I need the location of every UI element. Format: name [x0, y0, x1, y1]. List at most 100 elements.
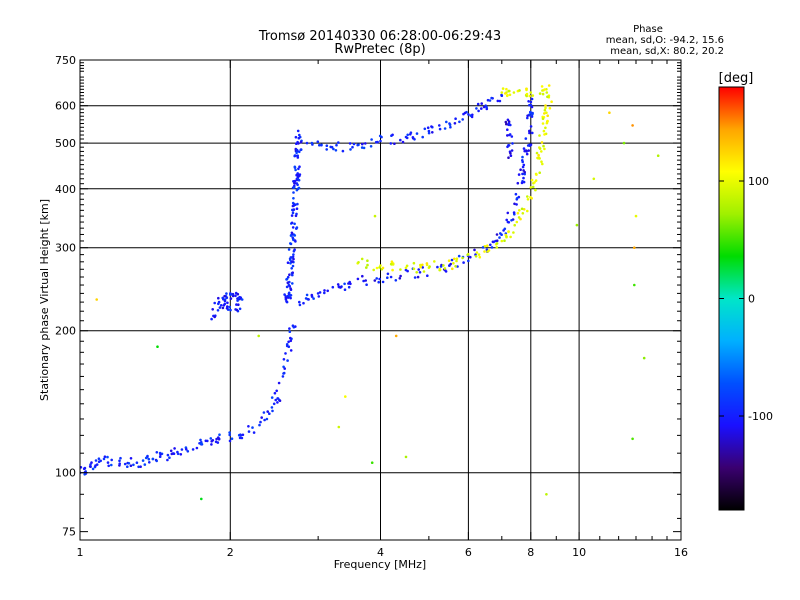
trace-point: [451, 267, 454, 271]
trace-point: [365, 283, 368, 287]
trace-point: [241, 433, 245, 437]
trace-point: [517, 173, 521, 176]
trace-point: [526, 195, 529, 198]
trace-point: [292, 191, 295, 194]
trace-point: [533, 181, 536, 184]
trace-point: [294, 168, 297, 172]
trace-point: [381, 280, 385, 284]
trace-point: [508, 93, 512, 97]
trace-point: [129, 457, 133, 460]
trace-point: [293, 239, 297, 242]
trace-point: [522, 208, 526, 211]
trace-point: [336, 283, 340, 286]
trace-point: [297, 186, 301, 190]
trace-point: [213, 315, 216, 319]
trace-point: [229, 297, 233, 300]
data-points: [80, 84, 660, 501]
trace-point: [521, 160, 524, 164]
trace-point: [505, 122, 508, 126]
trace-point: [230, 437, 234, 441]
trace-point: [401, 140, 405, 144]
trace-point: [530, 115, 534, 118]
trace-point: [526, 144, 530, 147]
trace-point: [296, 202, 299, 206]
trace-point: [151, 457, 155, 461]
trace-point: [110, 458, 113, 462]
trace-point: [291, 271, 295, 275]
trace-point: [296, 129, 300, 133]
trace-point: [372, 268, 376, 272]
trace-point: [486, 98, 490, 102]
trace-point: [277, 381, 281, 385]
trace-point: [531, 112, 534, 116]
trace-point: [288, 273, 291, 277]
trace-point: [526, 198, 530, 201]
trace-point: [297, 142, 300, 145]
trace-point: [284, 352, 287, 355]
trace-point: [436, 265, 439, 269]
trace-point: [519, 168, 522, 171]
trace-point: [500, 239, 504, 243]
trace-point: [102, 457, 106, 461]
trace-point: [320, 143, 323, 147]
trace-point: [325, 144, 329, 147]
scatter-point: [200, 497, 203, 501]
trace-point: [302, 301, 305, 305]
trace-point: [204, 439, 208, 443]
trace-point: [442, 264, 445, 267]
trace-point: [421, 135, 425, 139]
trace-point: [217, 296, 220, 300]
trace-point: [528, 103, 531, 107]
trace-point: [423, 127, 427, 131]
trace-point: [361, 274, 364, 278]
trace-point: [361, 142, 364, 146]
trace-point: [289, 336, 292, 340]
trace-point: [421, 266, 425, 269]
trace-point: [483, 245, 487, 248]
trace-point: [288, 284, 292, 288]
trace-point: [285, 344, 289, 348]
trace-point: [293, 222, 296, 226]
trace-point: [419, 265, 422, 269]
trace-point: [525, 87, 528, 91]
trace-point: [399, 274, 402, 278]
y-tick-label: 200: [55, 325, 76, 338]
trace-point: [453, 257, 456, 261]
scatter-point: [404, 455, 408, 459]
trace-point: [377, 280, 381, 284]
trace-point: [522, 163, 526, 167]
trace-point: [529, 91, 533, 94]
trace-point: [545, 111, 548, 114]
x-tick-label: 4: [377, 546, 384, 559]
trace-point: [477, 109, 480, 113]
trace-point: [289, 234, 293, 237]
x-tick-label: 10: [572, 546, 586, 559]
trace-point: [438, 124, 441, 127]
trace-point: [225, 307, 229, 310]
trace-point: [413, 276, 417, 279]
trace-point: [428, 265, 431, 268]
scatter-point: [257, 334, 261, 338]
trace-point: [239, 433, 242, 437]
x-tick-label: 8: [527, 546, 534, 559]
trace-point: [492, 240, 496, 244]
trace-point: [282, 372, 285, 375]
trace-point: [291, 273, 294, 277]
trace-point: [240, 298, 244, 301]
trace-point: [540, 160, 543, 163]
trace-point: [450, 258, 454, 262]
trace-point: [393, 142, 396, 145]
trace-point: [413, 138, 416, 141]
trace-point: [172, 452, 176, 456]
trace-point: [213, 301, 216, 305]
trace-point: [550, 100, 553, 103]
trace-point: [331, 285, 335, 289]
trace-point: [426, 274, 429, 278]
trace-point: [438, 127, 442, 131]
trace-point: [360, 257, 364, 261]
trace-point: [498, 236, 501, 239]
trace-point: [453, 122, 457, 125]
trace-point: [293, 165, 297, 169]
trace-point: [516, 181, 520, 185]
trace-point: [298, 300, 301, 304]
